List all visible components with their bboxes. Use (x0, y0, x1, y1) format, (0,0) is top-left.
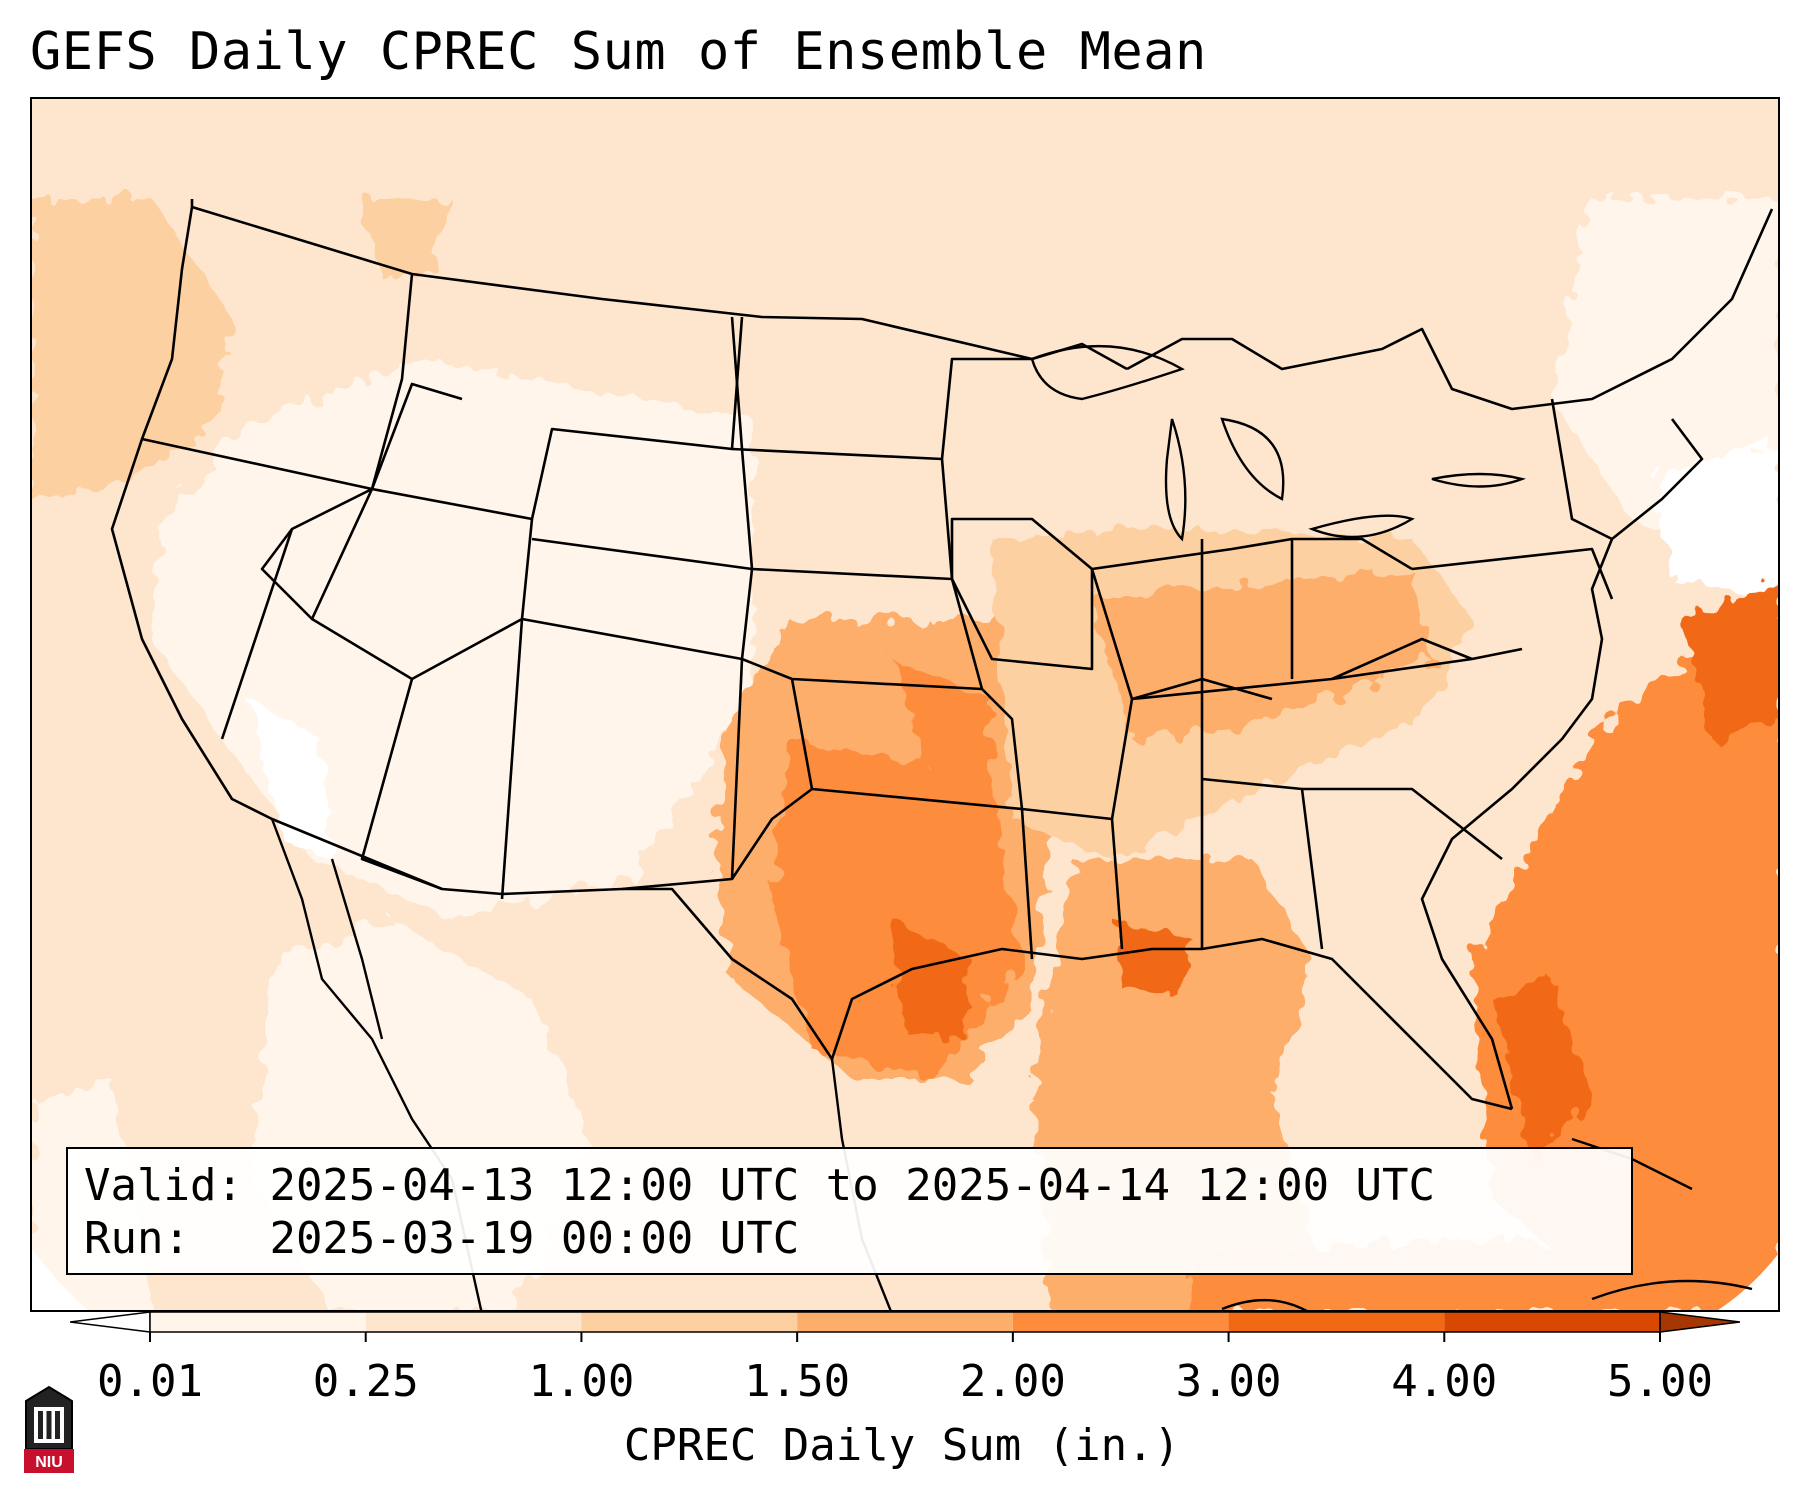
colorbar-segment (797, 1312, 1013, 1332)
state-co (521, 537, 754, 661)
state-nd-mt (730, 316, 744, 450)
colorbar-over (1659, 1311, 1740, 1333)
state-va (1331, 637, 1473, 681)
precip-field (32, 99, 1778, 1310)
colorbar-segment (150, 1312, 366, 1332)
colorbar-tick-label: 3.00 (1175, 1356, 1282, 1407)
logo-banner (24, 1449, 74, 1473)
colorbar-tick-label: 1.00 (528, 1356, 635, 1407)
lake-huron (1220, 417, 1285, 501)
state-az (360, 678, 443, 891)
state-mn (940, 357, 1032, 460)
run-line: Run: 2025-03-19 00:00 UTC (84, 1212, 1615, 1265)
colorbar-segment (581, 1312, 798, 1332)
lake-michigan (1164, 418, 1187, 542)
field-none-atlantic (1652, 440, 1778, 599)
lake-ontario (1431, 472, 1527, 488)
field-none-baja (252, 699, 332, 859)
valid-label: Valid: (84, 1160, 243, 1211)
colorbar-tick-label: 2.00 (959, 1356, 1066, 1407)
coast-pacific (110, 206, 273, 821)
state-ks (741, 578, 984, 691)
state-or-id (141, 382, 463, 491)
great-lakes (1030, 345, 1527, 542)
colorbar-tick-label: 4.00 (1391, 1356, 1498, 1407)
field-peak-atlantic (1682, 580, 1778, 739)
field-mid-bc (362, 199, 452, 279)
valid-value: 2025-04-13 12:00 UTC to 2025-04-14 12:00… (269, 1160, 1436, 1211)
map-panel (30, 97, 1780, 1312)
precip-map (32, 99, 1778, 1310)
field-peak-florida (1492, 979, 1592, 1159)
state-nv-edge (260, 487, 374, 621)
state-tn-nc (1131, 647, 1523, 701)
baja-peninsula (330, 858, 384, 1040)
island-cuba (1591, 1279, 1753, 1301)
run-value: 2025-03-19 00:00 UTC (269, 1213, 800, 1264)
logo-text: NIU (35, 1454, 63, 1471)
coast-yucatan (1221, 1299, 1308, 1310)
state-ms-la (1110, 818, 1124, 950)
colorbar-under (70, 1311, 151, 1333)
coast-atlantic (1420, 418, 1704, 1110)
colorbar-segment (365, 1312, 582, 1332)
colorbar-tick-label: 1.50 (744, 1356, 851, 1407)
niu-logo: NIU (24, 1385, 74, 1473)
state-borders (110, 199, 1774, 1111)
border-mexico (271, 817, 834, 1060)
state-tx-nm (730, 787, 813, 880)
colorbar-segment (1228, 1312, 1445, 1332)
lake-superior (1030, 345, 1185, 401)
map-title: GEFS Daily CPREC Sum of Ensemble Mean (30, 22, 1207, 82)
state-ny-vt (1550, 398, 1613, 541)
colorbar-tick-label: 5.00 (1607, 1356, 1713, 1407)
state-mt-wy (371, 316, 744, 521)
colorbar-title: CPREC Daily Sum (in.) (623, 1420, 1181, 1471)
colorbar-tick-label: 0.25 (312, 1356, 419, 1407)
colorbar-border (149, 1311, 1661, 1333)
colorbar-segment (1012, 1312, 1229, 1332)
state-ut (311, 518, 534, 681)
lake-erie (1308, 514, 1415, 539)
field-peak-texas (892, 919, 972, 1039)
state-ga-sc (1302, 787, 1503, 861)
field-mod-ohio (1092, 569, 1432, 739)
state-wa-id (370, 273, 414, 490)
colorbar (70, 1311, 1740, 1342)
state-ar (1021, 568, 1134, 821)
valid-info-box: Valid: 2025-04-13 12:00 UTC to 2025-04-1… (66, 1147, 1633, 1275)
state-ca-nv (220, 528, 294, 740)
projection-edge (1718, 1254, 1778, 1310)
field-peak-ms (1112, 919, 1192, 999)
state-pa (1411, 547, 1614, 600)
state-nm-west (500, 618, 524, 900)
valid-line: Valid: 2025-04-13 12:00 UTC to 2025-04-1… (84, 1159, 1615, 1212)
field-high-ks (892, 659, 992, 799)
colorbar-tick-label: 0.01 (97, 1356, 203, 1407)
projection-edge-left (32, 1249, 88, 1310)
border-northeast (1126, 208, 1774, 411)
run-label: Run: (84, 1213, 190, 1264)
colorbar-segment (1444, 1312, 1660, 1332)
state-tx-la (1020, 808, 1034, 960)
